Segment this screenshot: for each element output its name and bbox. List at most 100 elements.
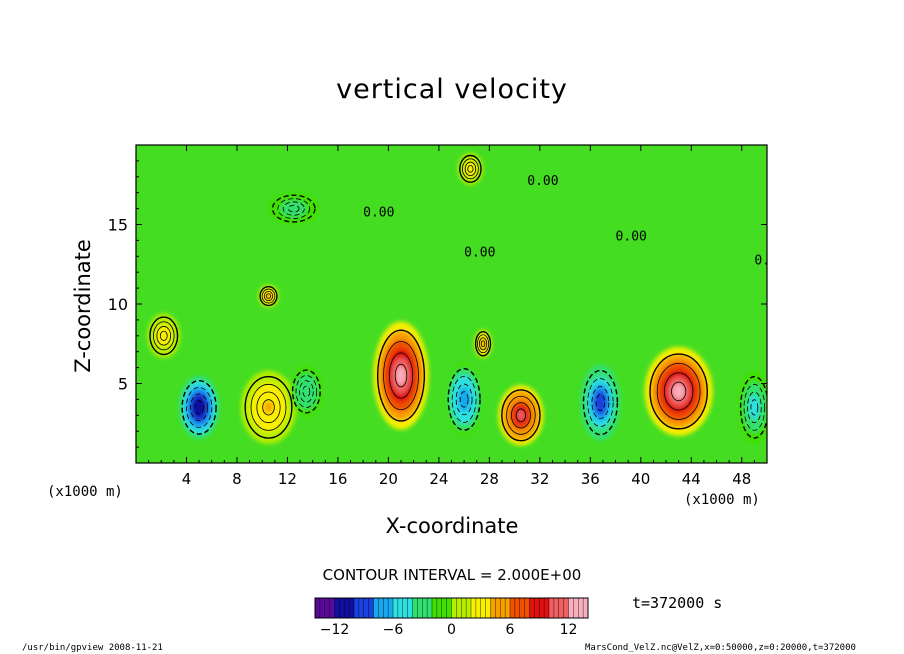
contour-cell-10-ring-2 [261, 288, 276, 304]
x-tick-label-4: 4 [182, 470, 192, 488]
contour-cell-3-ring-3 [388, 352, 414, 399]
colorbar-segment-20 [412, 598, 418, 618]
colorbar-segment-31 [466, 598, 472, 618]
x-tick-label-12: 12 [278, 470, 297, 488]
x-tick-label-44: 44 [682, 470, 701, 488]
contour-cell-12-ring-3 [282, 201, 305, 216]
colorbar-segment-55 [583, 598, 589, 618]
x-tick-label-32: 32 [530, 470, 549, 488]
contour-cell-4-ring-4 [459, 391, 469, 408]
x-axis-unit-left: (x1000 m) [47, 484, 123, 500]
colorbar-segment-1 [319, 598, 326, 618]
colorbar-segment-19 [407, 598, 413, 618]
field-cell-8-level-5 [751, 401, 758, 414]
contour-cell-11-ring-2 [477, 334, 490, 354]
time-label: t=372000 s [632, 594, 723, 612]
colorbar-segment-3 [329, 598, 335, 618]
contour-cell-5-ring-2 [506, 395, 536, 435]
x-tick-label-20: 20 [379, 470, 398, 488]
colorbar-segment-23 [427, 598, 433, 618]
contour-cell-5-ring-4 [515, 408, 527, 423]
contour-cell-1-ring-3 [256, 391, 281, 424]
colorbar-segment-28 [451, 598, 457, 618]
footer-left: /usr/bin/gpview 2008-11-21 [22, 643, 163, 653]
contour-lines: 0.00 0.00 0.00 0.00 0.00 [149, 154, 767, 442]
colorbar-tick-label-2: 0 [447, 622, 456, 638]
contour-cell-2-ring-1 [291, 369, 321, 414]
field-cell-7-level-5 [672, 384, 685, 399]
contour-cell-2-ring-2 [295, 375, 318, 408]
colorbar-segment-10 [363, 598, 370, 618]
x-axis-label: X-coordinate [385, 514, 519, 538]
contour-cell-4-ring-1 [447, 367, 481, 431]
contour-cell-6-ring-3 [591, 386, 610, 420]
contour-cell-4-ring-2 [451, 375, 477, 423]
field-cell-0-level-5 [195, 402, 203, 413]
field-cell-5-level-5 [517, 410, 525, 421]
contour-cell-1-ring-2 [250, 383, 287, 431]
contour-cell-2-ring-3 [299, 380, 314, 403]
contour-cell-9-ring-1 [149, 316, 179, 356]
colorbar-segment-29 [456, 598, 462, 618]
colorbar-tick-label-1: −6 [383, 622, 404, 638]
contour-cell-0-ring-3 [190, 393, 208, 422]
field-cell-12-level-5 [289, 205, 298, 212]
colorbar-segment-13 [378, 598, 384, 618]
colorbar-segment-24 [432, 598, 438, 618]
contour-cell-2-ring-4 [302, 385, 311, 398]
colorbar-segment-41 [514, 598, 521, 618]
colorbar-segment-17 [397, 598, 404, 618]
contour-cell-0-ring-4 [194, 400, 204, 415]
x-tick-label-8: 8 [232, 470, 242, 488]
contour-cell-10-ring-3 [263, 290, 274, 302]
field-cell-13-level-5 [468, 166, 473, 172]
contour-cell-6-ring-4 [595, 394, 606, 411]
colorbar-segment-21 [417, 598, 423, 618]
contour-cell-11-ring-4 [480, 340, 486, 348]
x-tick-label-24: 24 [429, 470, 448, 488]
colorbar-segment-51 [563, 598, 569, 618]
y-axis-label: Z-coordinate [71, 239, 95, 373]
field-cell-6-level-5 [597, 396, 604, 409]
contour-cell-5-ring-3 [510, 402, 531, 429]
colorbar-segment-22 [422, 598, 428, 618]
colorbar-segment-48 [549, 598, 555, 618]
x-axis-ticks: 4 8 12 16 20 24 28 32 36 40 44 48 [148, 145, 755, 488]
contour-cell-5-ring-1 [501, 389, 541, 442]
field-cell-2-level-5 [303, 387, 310, 396]
contour-cell-8-ring-3 [747, 391, 762, 424]
y-tick-label-5: 5 [118, 375, 128, 394]
y-tick-label-15: 15 [108, 216, 128, 235]
contour-cell-12-ring-2 [277, 198, 311, 220]
y-tick-label-10: 10 [108, 295, 128, 314]
colorbar-segment-9 [358, 598, 365, 618]
colorbar-segment-2 [324, 598, 331, 618]
colorbar-segment-53 [573, 598, 579, 618]
contour-cell-13-ring-1 [459, 154, 482, 183]
contour-cell-1-ring-4 [262, 399, 275, 416]
contour-cell-7-ring-3 [663, 372, 694, 411]
field-cell-10-level-5 [266, 294, 271, 298]
colorbar-segment-37 [495, 598, 501, 618]
chart-title: vertical velocity [336, 74, 568, 105]
contour-cell-3-ring-2 [383, 341, 419, 411]
contour-cell-11-ring-1 [474, 331, 492, 357]
colorbar-segment-33 [475, 598, 482, 618]
colorbar-segment-25 [436, 598, 443, 618]
contour-cell-10-ring-1 [259, 286, 278, 307]
contour-cell-9-ring-3 [156, 326, 172, 346]
field-cell-9-level-5 [161, 332, 167, 340]
x-axis-unit-right: (x1000 m) [684, 492, 760, 508]
colorbar-segment-27 [446, 598, 452, 618]
colorbar-segment-50 [558, 598, 565, 618]
contour-cell-0-ring-2 [185, 386, 213, 428]
contour-cell-13-ring-2 [462, 158, 479, 180]
footer-right: MarsCond_VelZ.nc@VelZ,x=0:50000,z=0:2000… [585, 643, 856, 653]
contour-interval-label: CONTOUR INTERVAL = 2.000E+00 [322, 566, 582, 584]
colorbar-segment-15 [388, 598, 394, 618]
contour-zero-label-3: 0.00 [464, 245, 495, 260]
colorbar-tick-label-0: −12 [320, 622, 350, 638]
contour-cell-7-ring-2 [656, 363, 701, 420]
colorbar-border [314, 597, 589, 619]
colorbar-segment-4 [334, 598, 340, 618]
